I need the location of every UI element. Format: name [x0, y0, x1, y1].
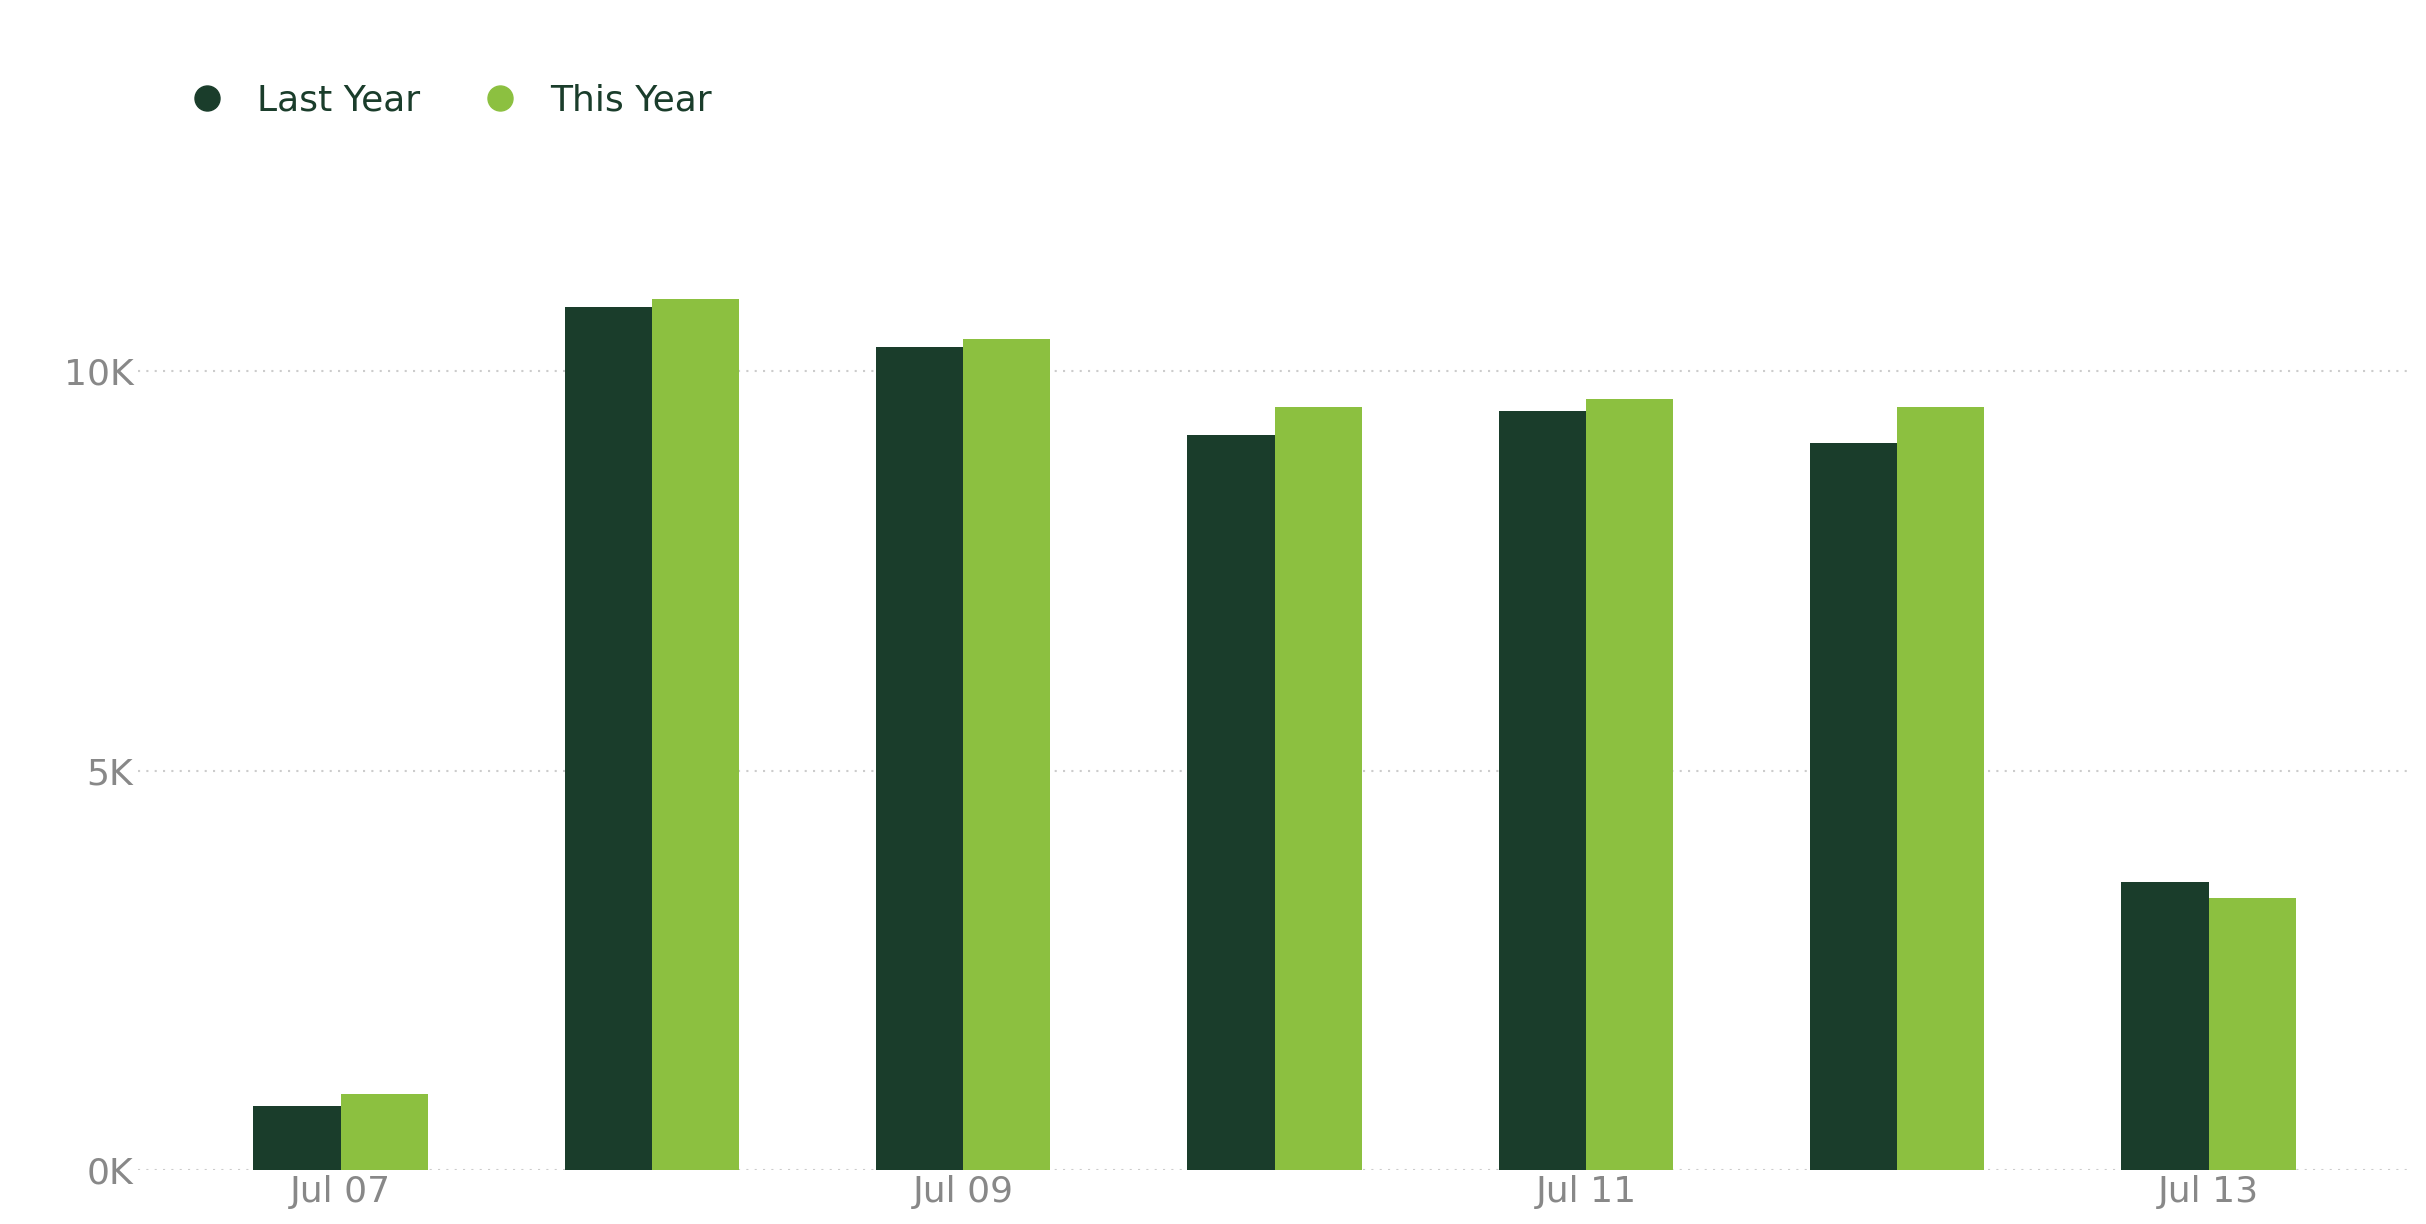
- Bar: [340, 1094, 427, 1170]
- Bar: [2208, 898, 2295, 1170]
- Legend: Last Year, This Year: Last Year, This Year: [155, 70, 725, 132]
- Bar: [653, 299, 740, 1170]
- Bar: [2120, 883, 2208, 1170]
- Bar: [963, 339, 1050, 1170]
- Bar: [565, 307, 653, 1170]
- Bar: [1897, 408, 1984, 1170]
- Bar: [1274, 408, 1361, 1170]
- Bar: [1499, 411, 1587, 1170]
- Bar: [252, 1106, 340, 1170]
- Bar: [876, 348, 963, 1170]
- Bar: [1587, 399, 1674, 1170]
- Bar: [1186, 435, 1274, 1170]
- Bar: [1810, 443, 1897, 1170]
